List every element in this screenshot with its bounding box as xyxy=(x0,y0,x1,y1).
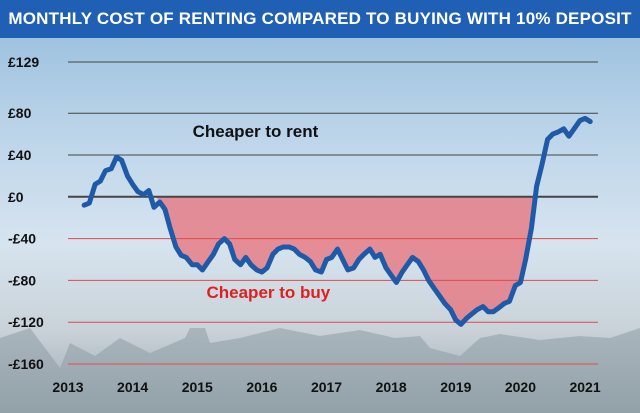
chart-svg: £129 £80 £40 £0 -£40 -£80 -£120 -£160 2013 2014 20… xyxy=(0,54,640,413)
x-tick-label: 2013 xyxy=(52,379,83,395)
x-tick-label: 2021 xyxy=(569,379,600,395)
x-tick-label: 2018 xyxy=(376,379,407,395)
y-tick-label: £80 xyxy=(8,105,32,121)
annotation-cheaper-to-rent: Cheaper to rent xyxy=(193,122,319,141)
y-tick-label: -£120 xyxy=(8,314,44,330)
chart-title: MONTHLY COST OF RENTING COMPARED TO BUYI… xyxy=(8,9,632,28)
x-tick-label: 2014 xyxy=(117,379,148,395)
y-tick-label: £40 xyxy=(8,147,32,163)
x-tick-label: 2020 xyxy=(505,379,536,395)
series-line xyxy=(81,115,593,327)
x-tick-label: 2017 xyxy=(311,379,342,395)
y-tick-label: -£160 xyxy=(8,356,44,372)
chart-title-bar: MONTHLY COST OF RENTING COMPARED TO BUYI… xyxy=(0,0,640,38)
y-tick-label: -£40 xyxy=(8,231,36,247)
x-tick-label: 2016 xyxy=(246,379,277,395)
y-tick-label: £0 xyxy=(8,189,24,205)
background-rooftops xyxy=(0,328,640,413)
x-tick-label: 2019 xyxy=(440,379,471,395)
y-tick-label: £129 xyxy=(8,54,39,70)
x-tick-label: 2015 xyxy=(182,379,213,395)
y-tick-label: -£80 xyxy=(8,272,36,288)
annotation-cheaper-to-buy: Cheaper to buy xyxy=(206,283,330,302)
plot-area: £129 £80 £40 £0 -£40 -£80 -£120 -£160 2013 2014 20… xyxy=(0,38,640,413)
